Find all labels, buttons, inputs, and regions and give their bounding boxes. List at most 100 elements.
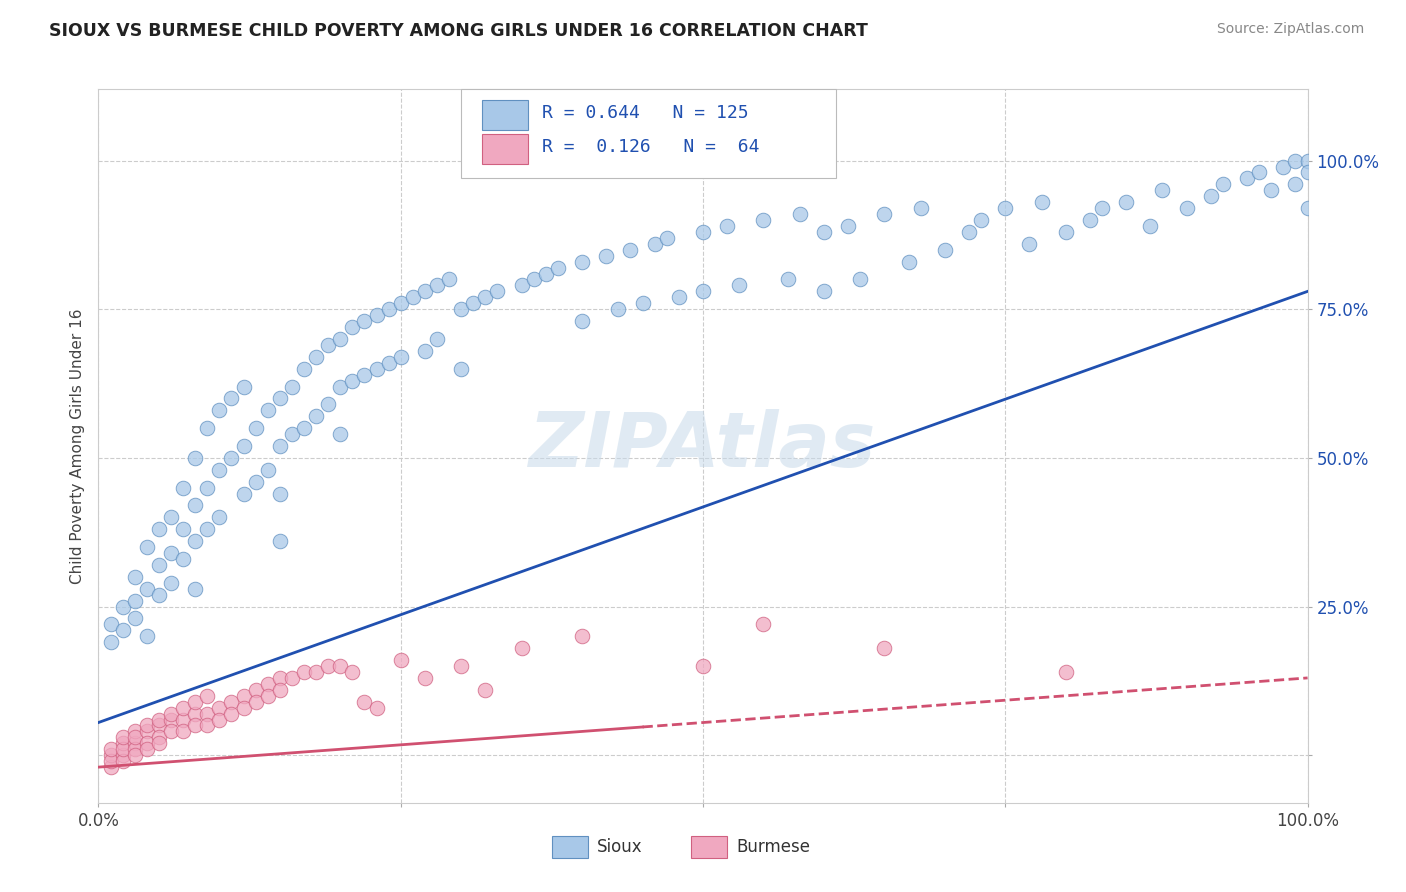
Point [148, 713, 170, 727]
Bar [690, 837, 727, 858]
Point [148, 718, 170, 732]
Point [184, 706, 207, 721]
Point [195, 421, 218, 435]
Point [450, 302, 472, 317]
Point [547, 260, 569, 275]
Y-axis label: Child Poverty Among Girls Under 16: Child Poverty Among Girls Under 16 [69, 309, 84, 583]
Point [1115, 195, 1137, 210]
Point [148, 522, 170, 536]
Point [111, 748, 134, 763]
Point [692, 659, 714, 673]
Point [342, 320, 364, 334]
Point [111, 736, 134, 750]
Point [184, 450, 207, 465]
Text: ZIPAtlas: ZIPAtlas [529, 409, 877, 483]
Point [813, 285, 835, 299]
Point [184, 718, 207, 732]
Point [426, 332, 449, 346]
Point [245, 475, 267, 489]
Point [571, 314, 593, 328]
Point [1296, 165, 1319, 179]
Point [221, 450, 243, 465]
Point [135, 736, 157, 750]
Point [752, 213, 775, 227]
Point [195, 522, 218, 536]
Bar [482, 134, 527, 164]
Point [595, 249, 617, 263]
Point [269, 534, 291, 549]
Point [1078, 213, 1101, 227]
Point [135, 629, 157, 643]
Point [269, 682, 291, 697]
Text: Burmese: Burmese [737, 838, 811, 856]
Point [413, 671, 436, 685]
Point [1175, 201, 1198, 215]
Point [1249, 165, 1271, 179]
Point [1212, 178, 1234, 192]
Point [148, 588, 170, 602]
Point [221, 695, 243, 709]
Point [292, 361, 315, 376]
Point [305, 350, 328, 364]
Bar [551, 837, 588, 858]
Point [402, 290, 425, 304]
Point [486, 285, 509, 299]
Point [172, 713, 194, 727]
Text: Source: ZipAtlas.com: Source: ZipAtlas.com [1216, 22, 1364, 37]
Point [342, 665, 364, 679]
Point [148, 736, 170, 750]
Point [281, 671, 304, 685]
Point [655, 231, 678, 245]
Point [413, 343, 436, 358]
Point [148, 731, 170, 745]
Point [910, 201, 932, 215]
Point [100, 742, 122, 756]
Point [111, 624, 134, 638]
Point [124, 731, 146, 745]
Point [195, 718, 218, 732]
Point [437, 272, 460, 286]
Point [534, 267, 557, 281]
Point [100, 635, 122, 649]
Point [160, 724, 183, 739]
Point [172, 552, 194, 566]
Text: R =  0.126   N =  64: R = 0.126 N = 64 [543, 138, 759, 156]
Point [208, 463, 231, 477]
Point [135, 718, 157, 732]
Point [232, 379, 254, 393]
Point [148, 558, 170, 572]
Point [232, 486, 254, 500]
Point [389, 350, 412, 364]
Point [245, 695, 267, 709]
Point [474, 682, 496, 697]
Point [1236, 171, 1258, 186]
Point [1152, 183, 1174, 197]
Point [329, 659, 352, 673]
Point [172, 522, 194, 536]
Point [329, 332, 352, 346]
Point [716, 219, 738, 233]
Point [752, 617, 775, 632]
Point [292, 665, 315, 679]
Point [135, 742, 157, 756]
Point [124, 570, 146, 584]
Point [111, 754, 134, 768]
Point [100, 617, 122, 632]
Point [1284, 153, 1306, 168]
Point [353, 314, 375, 328]
Point [692, 225, 714, 239]
Point [100, 760, 122, 774]
Point [607, 302, 630, 317]
Point [474, 290, 496, 304]
Point [897, 254, 920, 268]
Point [316, 338, 339, 352]
Point [184, 534, 207, 549]
Point [100, 754, 122, 768]
Point [208, 403, 231, 417]
Point [1284, 178, 1306, 192]
Point [342, 374, 364, 388]
Point [353, 695, 375, 709]
Point [413, 285, 436, 299]
Point [366, 308, 388, 322]
Point [124, 611, 146, 625]
